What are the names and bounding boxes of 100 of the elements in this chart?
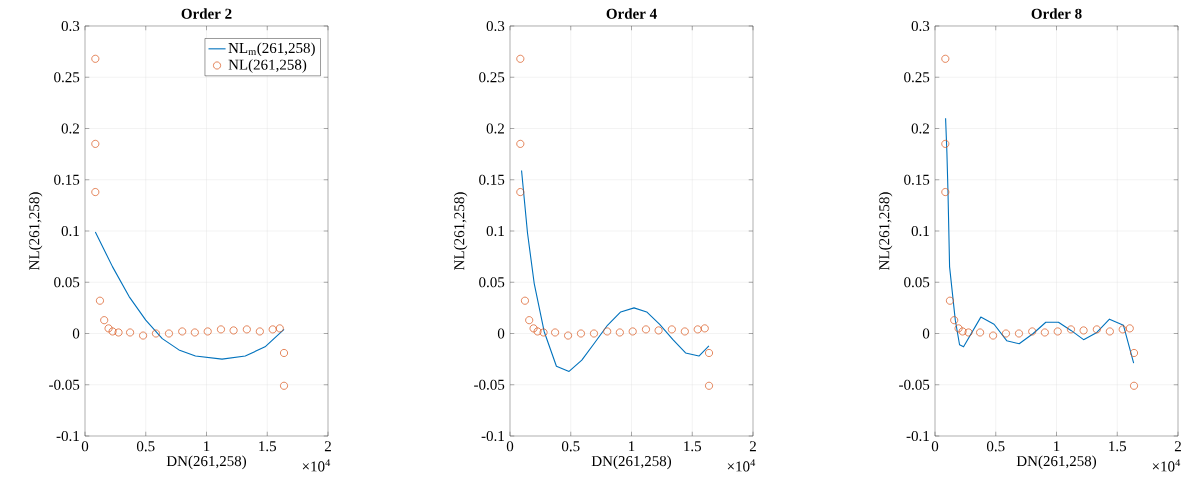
point xyxy=(516,54,525,63)
point xyxy=(603,327,612,336)
y-tick-label: 0.25 xyxy=(54,72,80,83)
point xyxy=(108,327,117,336)
point xyxy=(104,324,113,333)
y-axis-title: NL(261,258) xyxy=(878,192,893,270)
point xyxy=(100,316,109,325)
point xyxy=(1040,328,1049,337)
point xyxy=(941,139,950,148)
point xyxy=(529,324,538,333)
point xyxy=(628,327,637,336)
x-axis-title: DN(261,258) xyxy=(591,455,672,470)
y-tick-label: 0.3 xyxy=(911,20,930,32)
y-tick-label: 0 xyxy=(72,328,80,339)
point xyxy=(700,324,709,333)
x-tick-label: 1.5 xyxy=(684,441,702,452)
point xyxy=(533,327,542,336)
y-tick-label: -0.05 xyxy=(49,379,80,390)
point xyxy=(954,324,963,333)
point xyxy=(989,331,998,340)
point xyxy=(525,316,534,325)
point xyxy=(152,329,160,338)
x-tick-label: 0 xyxy=(931,441,939,452)
point xyxy=(946,296,954,305)
y-tick-label: 0.2 xyxy=(911,123,929,134)
y-tick-label: 0.15 xyxy=(904,174,930,185)
y-tick-label: 0.05 xyxy=(479,277,505,288)
x-tick-label: 0.5 xyxy=(136,441,155,452)
y-tick-label: -0.05 xyxy=(474,379,505,390)
point xyxy=(126,328,135,337)
x-tick-label: 1.5 xyxy=(1109,441,1127,452)
point xyxy=(950,316,959,325)
y-axis-title: NL(261,258) xyxy=(453,192,468,270)
point xyxy=(1002,329,1010,338)
line-series xyxy=(94,231,285,360)
y-tick-label: 0.05 xyxy=(904,277,930,288)
point xyxy=(139,331,148,340)
point xyxy=(280,349,288,357)
point xyxy=(941,54,950,63)
text: ×10$^{4}$ xyxy=(1152,459,1181,472)
point xyxy=(577,329,585,338)
line-series xyxy=(945,117,1135,364)
point xyxy=(551,328,560,337)
point xyxy=(165,329,173,338)
chart-title: Order 8 xyxy=(1031,8,1082,19)
point xyxy=(1015,329,1023,338)
point xyxy=(268,325,277,334)
point xyxy=(91,188,100,196)
point xyxy=(516,188,525,196)
x-tick-label: 1 xyxy=(204,441,210,452)
point xyxy=(114,328,123,337)
x-tick-label: 2 xyxy=(1174,441,1181,452)
y-tick-label: 0 xyxy=(922,328,930,339)
point xyxy=(1067,325,1075,334)
point xyxy=(693,325,702,334)
legend-label: NL(261,258) xyxy=(228,59,307,73)
point xyxy=(1130,381,1138,390)
point xyxy=(280,381,288,390)
point xyxy=(1105,327,1114,336)
y-tick-label: -0.1 xyxy=(481,430,504,442)
point xyxy=(203,327,212,336)
line-series xyxy=(521,169,710,372)
x-tick-label: 2 xyxy=(324,441,331,452)
y-tick-label: 0.3 xyxy=(61,20,80,32)
y-tick-label: 0.25 xyxy=(479,72,505,83)
point xyxy=(1118,325,1127,334)
y-tick-label: 0.2 xyxy=(486,123,504,134)
point xyxy=(615,328,624,337)
x-axis-title: DN(261,258) xyxy=(1016,455,1097,470)
y-tick-label: 0.1 xyxy=(911,225,929,237)
point xyxy=(242,325,251,334)
x-tick-label: 0 xyxy=(506,441,514,452)
text: ×10$^{4}$ xyxy=(302,459,331,472)
point xyxy=(1079,326,1088,335)
point xyxy=(255,327,264,336)
point xyxy=(96,296,104,305)
point xyxy=(1053,327,1062,336)
point xyxy=(705,381,713,390)
legend-label: NL$_{m}$(261,258) xyxy=(228,42,315,57)
point xyxy=(564,331,573,340)
y-tick-label: 0.05 xyxy=(54,277,80,288)
y-tick-label: 0.15 xyxy=(479,174,505,185)
point xyxy=(516,139,525,148)
point xyxy=(667,325,676,334)
x-tick-label: 1 xyxy=(1054,441,1060,452)
x-axis-title: DN(261,258) xyxy=(166,455,247,470)
point xyxy=(539,328,548,337)
y-tick-label: 0 xyxy=(497,328,505,339)
point xyxy=(521,296,529,305)
point xyxy=(654,326,663,335)
y-tick-label: 0.2 xyxy=(61,123,79,134)
y-axis-title: NL(261,258) xyxy=(28,192,43,270)
chart-title: Order 2 xyxy=(181,8,232,19)
point xyxy=(91,54,100,63)
point xyxy=(941,188,950,196)
y-tick-label: 0.3 xyxy=(486,20,505,32)
y-tick-label: 0.1 xyxy=(486,225,504,237)
point xyxy=(178,327,187,336)
y-tick-label: -0.05 xyxy=(899,379,930,390)
point xyxy=(1130,349,1138,357)
